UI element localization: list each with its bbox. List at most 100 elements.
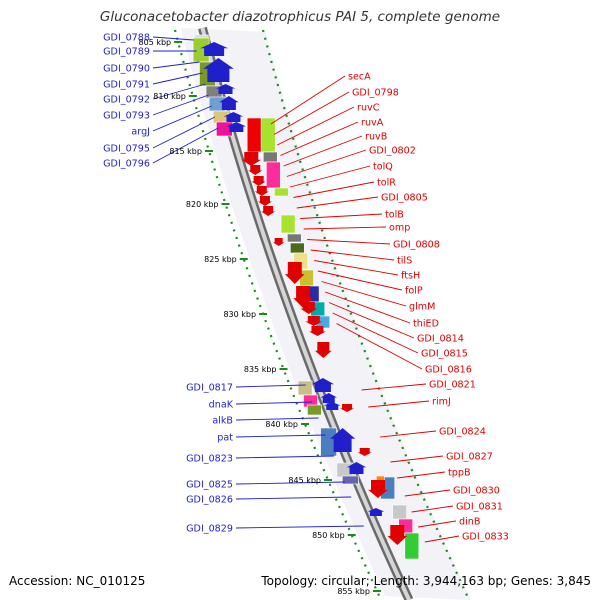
plus-gene-label: pat [217, 433, 233, 444]
minus-strand-arrow-14 [357, 448, 372, 456]
minus-gene-leader [273, 91, 350, 135]
minus-gene-leader [361, 383, 427, 391]
minus-strand-arrow-7 [284, 262, 305, 284]
plus-gene-leader [152, 116, 216, 149]
plus-gene-leader [235, 384, 306, 388]
scale-label: 850 kbp [312, 531, 345, 540]
plus-gene-leader [152, 94, 209, 116]
minus-gene-leader [404, 489, 451, 497]
minus-gene-label: GDI_0821 [429, 380, 476, 391]
minus-strand-arrow-4 [257, 196, 272, 206]
minus-gene-label: ruvA [361, 118, 384, 129]
map-title: Gluconacetobacter diazotrophicus PAI 5, … [99, 9, 501, 25]
plus-gene-label: argJ [131, 127, 150, 138]
accession-text: Accession: NC_010125 [9, 574, 146, 588]
minus-gene-label: GDI_0815 [421, 349, 468, 360]
minus-strand-arrow-2 [251, 176, 266, 186]
gene-block-7 [246, 117, 262, 153]
scale-label: 840 kbp [265, 420, 298, 429]
scale-label: 815 kbp [169, 147, 202, 156]
minus-gene-leader [310, 249, 395, 261]
minus-gene-leader [328, 302, 415, 339]
minus-gene-label: tilS [397, 256, 412, 267]
minus-gene-leader [368, 400, 430, 408]
plus-gene-label: GDI_0829 [186, 524, 233, 535]
gene-block-25 [342, 475, 359, 485]
minus-strand-arrow-1 [248, 165, 263, 175]
minus-gene-label: GDI_0831 [456, 502, 503, 513]
minus-gene-label: GDI_0830 [453, 486, 500, 497]
plus-gene-label: GDI_0795 [103, 144, 150, 155]
plus-strand-arrow-0 [200, 42, 229, 56]
plus-gene-leader [235, 496, 352, 500]
minus-gene-label: secA [348, 72, 371, 83]
gene-block-11 [274, 187, 289, 197]
gene-block-30 [404, 532, 420, 560]
plus-gene-label: GDI_0793 [103, 111, 150, 122]
minus-strand-arrow-13 [340, 404, 355, 412]
plus-strand-arrow-5 [226, 122, 247, 132]
plus-strand-arrow-10 [346, 462, 367, 474]
plus-gene-label: GDI_0792 [103, 95, 150, 106]
plus-gene-leader [152, 83, 206, 100]
minus-gene-label: rimJ [432, 397, 451, 408]
minus-gene-leader [411, 505, 454, 513]
minus-gene-label: GDI_0816 [425, 365, 472, 376]
minus-strand-arrow-6 [273, 238, 285, 246]
minus-gene-label: folP [405, 286, 423, 297]
gene-block-22 [307, 404, 322, 416]
minus-gene-label: GDI_0833 [462, 532, 509, 543]
plus-strand-arrow-4 [223, 112, 244, 122]
plus-strand-arrow-9 [329, 428, 356, 452]
minus-gene-leader [314, 260, 399, 276]
minus-gene-leader [332, 312, 419, 354]
gene-block-14 [290, 242, 305, 254]
gene-block-28 [392, 504, 407, 520]
minus-gene-leader [270, 75, 346, 125]
minus-gene-label: omp [389, 223, 410, 234]
minus-gene-leader [280, 121, 359, 156]
minus-gene-leader [283, 135, 363, 167]
minus-gene-label: tolB [385, 210, 404, 221]
minus-gene-label: GDI_0808 [393, 240, 440, 251]
scale-label: 820 kbp [186, 200, 219, 209]
minus-gene-leader [317, 270, 403, 291]
minus-gene-label: tolQ [373, 162, 393, 173]
minus-gene-leader [296, 196, 379, 209]
minus-gene-leader [325, 291, 411, 324]
minus-gene-leader [380, 430, 437, 438]
plus-gene-leader [152, 72, 203, 85]
gene-block-10 [266, 161, 281, 189]
gene-block-12 [280, 214, 296, 234]
scale-label: 805 kbp [139, 38, 172, 47]
plus-strand-arrow-11 [367, 508, 385, 516]
plus-gene-label: GDI_0817 [186, 383, 233, 394]
plus-gene-leader [152, 36, 194, 41]
scale-label: 845 kbp [288, 476, 321, 485]
minus-gene-label: dinB [459, 517, 480, 528]
plus-gene-leader [235, 455, 335, 459]
gene-block-20 [297, 380, 313, 396]
minus-gene-label: GDI_0827 [446, 452, 493, 463]
genome-summary-text: Topology: circular; Length: 3,944,163 bp… [261, 574, 591, 588]
scale-label: 825 kbp [204, 255, 237, 264]
minus-gene-label: tolR [377, 178, 396, 189]
minus-gene-leader [307, 239, 391, 245]
right-dotted-guide [261, 29, 470, 599]
minus-gene-label: thiED [413, 319, 439, 330]
plus-gene-label: GDI_0788 [103, 33, 150, 44]
plus-gene-leader [235, 401, 313, 405]
minus-gene-leader [390, 455, 444, 463]
plus-gene-leader [235, 417, 319, 421]
plus-gene-leader [152, 127, 219, 164]
plus-strand-arrow-6 [311, 378, 335, 392]
minus-gene-leader [293, 181, 375, 198]
plus-gene-label: GDI_0790 [103, 64, 150, 75]
plus-strand-arrow-1 [202, 58, 234, 82]
minus-gene-leader [300, 213, 383, 219]
plus-gene-label: GDI_0823 [186, 454, 233, 465]
plus-gene-leader [235, 481, 345, 485]
minus-strand-arrow-9 [300, 302, 318, 314]
plus-gene-label: GDI_0826 [186, 495, 233, 506]
